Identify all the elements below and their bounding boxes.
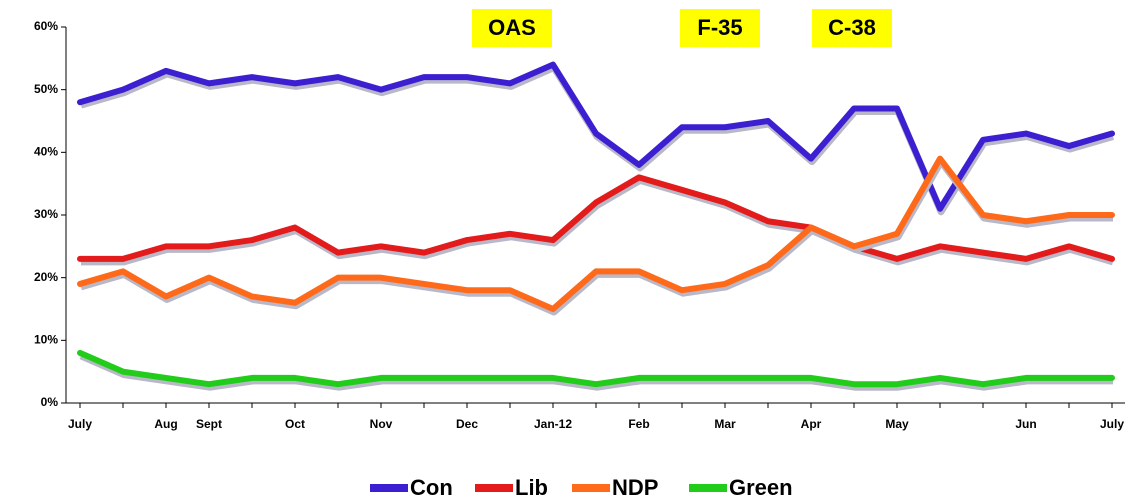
legend-label: Green xyxy=(729,475,793,500)
series-line xyxy=(77,155,1115,312)
series-line xyxy=(77,174,1115,262)
annotation-box xyxy=(680,9,760,47)
annotation: F-35 xyxy=(697,15,742,40)
series-line xyxy=(77,61,1115,212)
y-tick-label: 40% xyxy=(34,145,58,159)
legend-swatch xyxy=(370,484,408,492)
y-tick-label: 20% xyxy=(34,270,58,284)
x-tick-label: Jan-12 xyxy=(534,417,572,431)
x-tick-label: Dec xyxy=(456,417,478,431)
x-tick-label: May xyxy=(885,417,909,431)
y-tick-label: 0% xyxy=(41,395,59,409)
x-tick-label: Apr xyxy=(801,417,822,431)
legend-label: NDP xyxy=(612,475,658,500)
y-tick-label: 10% xyxy=(34,333,58,347)
annotation: OAS xyxy=(488,15,536,40)
legend-swatch xyxy=(475,484,513,492)
legend-label: Lib xyxy=(515,475,548,500)
annotation-box xyxy=(472,9,552,47)
y-tick-label: 30% xyxy=(34,207,58,221)
series-line xyxy=(77,349,1115,388)
x-tick-label: July xyxy=(68,417,92,431)
y-tick-label: 60% xyxy=(34,19,58,33)
x-tick-label: Sept xyxy=(196,417,222,431)
x-tick-label: Feb xyxy=(628,417,649,431)
line-shadow xyxy=(80,64,1114,216)
annotation: C-38 xyxy=(828,15,876,40)
legend-swatch xyxy=(572,484,610,492)
x-tick-label: Oct xyxy=(285,417,305,431)
x-tick-label: Jun xyxy=(1015,417,1036,431)
legend-swatch xyxy=(689,484,727,492)
x-tick-label: July xyxy=(1100,417,1124,431)
legend-label: Con xyxy=(410,475,453,500)
x-tick-label: Mar xyxy=(714,417,736,431)
x-tick-label: Nov xyxy=(370,417,393,431)
y-tick-label: 50% xyxy=(34,82,58,96)
annotation-box xyxy=(812,9,892,47)
x-tick-label: Aug xyxy=(154,417,177,431)
